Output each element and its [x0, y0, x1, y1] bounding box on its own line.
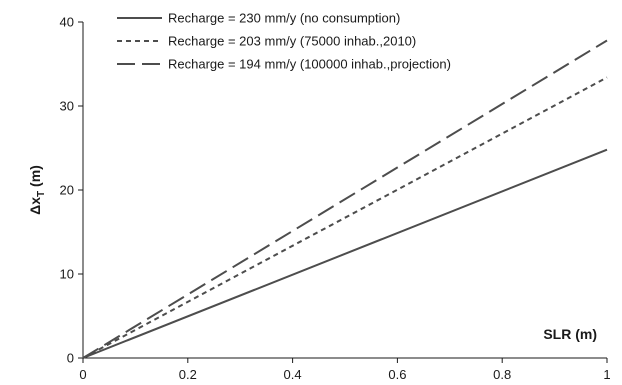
- x-tick-label: 0.8: [493, 367, 511, 382]
- x-tick-label: 1: [603, 367, 610, 382]
- y-tick-label: 0: [67, 351, 74, 366]
- series-layer: [82, 39, 608, 359]
- y-axis: 0 10 20 30 40: [60, 15, 84, 366]
- x-axis: 0 0.2 0.4 0.6 0.8 1: [79, 357, 611, 382]
- x-tick-label: 0.2: [179, 367, 197, 382]
- series-line-1: [82, 148, 608, 359]
- y-axis-title-subscript: T: [36, 191, 47, 197]
- legend-label-1: Recharge = 230 mm/y (no consumption): [168, 11, 400, 26]
- legend-label-2: Recharge = 203 mm/y (75000 inhab.,2010): [168, 34, 416, 49]
- y-tick-label: 30: [60, 99, 74, 114]
- legend-label-3: Recharge = 194 mm/y (100000 inhab.,proje…: [168, 57, 451, 72]
- y-axis-title-unit: (m): [27, 165, 43, 191]
- x-tick-label: 0: [79, 367, 86, 382]
- y-tick-label: 20: [60, 183, 74, 198]
- series-line-2: [82, 76, 608, 359]
- x-tick-label: 0.4: [284, 367, 302, 382]
- y-tick-label: 40: [60, 15, 74, 30]
- y-axis-title-main: Δx: [27, 197, 43, 215]
- y-tick-label: 10: [60, 267, 74, 282]
- x-tick-label: 0.6: [388, 367, 406, 382]
- x-axis-title: SLR (m): [543, 326, 597, 342]
- series-line-3: [82, 39, 608, 359]
- legend: Recharge = 230 mm/y (no consumption) Rech…: [117, 11, 451, 72]
- y-axis-title: ΔxT (m): [27, 165, 47, 215]
